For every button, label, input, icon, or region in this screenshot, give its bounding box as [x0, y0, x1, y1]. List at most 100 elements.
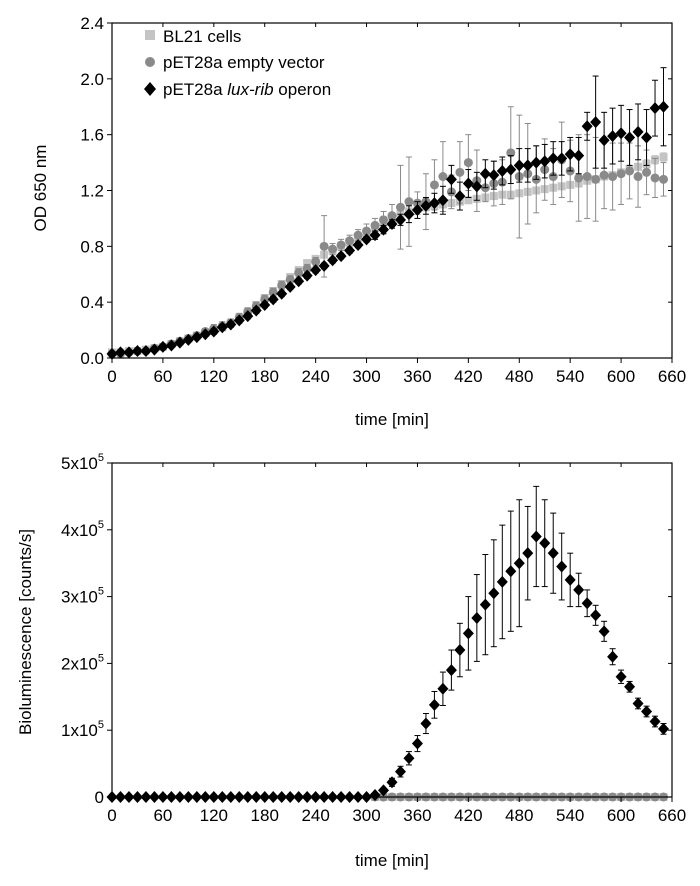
lum-x-ticks: 0 60 120 180 240 300 360 420 480 540 600 660: [107, 463, 686, 825]
x-tick-label: 480: [505, 806, 533, 825]
data-point: [607, 130, 619, 143]
x-tick-label: 240: [301, 367, 329, 386]
data-point: [131, 345, 143, 358]
od-series-bl21-cells: [108, 152, 668, 357]
od-legend: BL21 cells pET28a empty vector pET28a lu…: [144, 27, 331, 99]
legend-bl21-label: BL21 cells: [163, 27, 241, 46]
y-tick-label-base: 5x10: [61, 454, 98, 473]
y-tick-label: 1x105: [61, 719, 104, 740]
y-tick-label-exponent: 5: [98, 586, 104, 598]
data-point: [505, 163, 517, 176]
x-tick-label: 660: [658, 367, 686, 386]
lum-plot-frame: [111, 462, 673, 798]
data-point: [370, 220, 380, 230]
y-tick-label: 3x105: [61, 586, 104, 607]
data-point: [564, 573, 576, 586]
data-point: [590, 116, 602, 129]
data-point: [650, 173, 660, 183]
data-point: [581, 597, 593, 610]
od-y-axis-label: OD 650 nm: [31, 145, 50, 232]
data-point: [199, 328, 211, 341]
y-tick-label: 2x105: [61, 652, 104, 673]
x-tick-label: 180: [251, 806, 279, 825]
data-point: [488, 169, 500, 182]
x-tick-label: 0: [107, 806, 116, 825]
data-point: [455, 167, 465, 177]
data-point: [658, 100, 670, 113]
data-point: [302, 264, 312, 274]
data-point: [293, 275, 305, 288]
x-tick-label: 480: [505, 367, 533, 386]
data-point: [361, 233, 373, 246]
data-point: [496, 164, 508, 177]
data-point: [344, 244, 356, 257]
data-point: [615, 670, 627, 683]
x-tick-label: 540: [556, 806, 584, 825]
data-point: [598, 134, 610, 147]
data-point: [649, 715, 661, 728]
y-tick-label: 0: [95, 788, 104, 807]
data-point: [556, 560, 568, 573]
y-tick-label: 5x105: [61, 452, 104, 473]
x-tick-label: 420: [454, 367, 482, 386]
lum-data-marks: [106, 485, 670, 803]
x-tick-label: 600: [607, 806, 635, 825]
data-point: [352, 238, 364, 251]
od-chart: OD 650 nm time [min] BL21 cells pET28a e…: [31, 14, 686, 429]
y-tick-label-exponent: 5: [98, 452, 104, 464]
data-point: [277, 280, 287, 290]
data-point: [574, 173, 584, 183]
data-point: [641, 705, 653, 718]
x-tick-label: 60: [153, 806, 172, 825]
data-point: [301, 269, 313, 282]
data-point: [285, 275, 295, 285]
legend-bl21-marker: [145, 30, 155, 40]
x-tick-label: 600: [607, 367, 635, 386]
legend-lux-rib-part-3: operon: [274, 80, 332, 99]
data-point: [148, 343, 160, 356]
x-tick-label: 540: [556, 367, 584, 386]
data-point: [267, 293, 279, 306]
data-point: [591, 174, 601, 184]
data-point: [625, 166, 635, 176]
data-point: [310, 264, 322, 277]
data-point: [547, 547, 559, 560]
data-point: [311, 257, 321, 267]
data-point: [386, 218, 398, 230]
data-point: [327, 254, 339, 267]
data-point: [387, 211, 397, 221]
y-tick-label-exponent: 5: [98, 719, 104, 731]
data-point: [378, 223, 390, 236]
data-point: [404, 197, 414, 207]
y-tick-label-exponent: 5: [98, 652, 104, 664]
data-point: [581, 120, 593, 133]
x-tick-label: 660: [658, 806, 686, 825]
data-point: [505, 565, 517, 578]
data-point: [445, 173, 457, 186]
data-point: [573, 583, 585, 596]
y-tick-label: 0.4: [80, 293, 104, 312]
data-point: [522, 547, 534, 560]
data-point: [624, 680, 636, 693]
y-tick-label: 0.8: [80, 237, 104, 256]
data-point: [140, 345, 152, 358]
legend-lux-rib-part-2: lux-rib: [227, 80, 273, 99]
data-point: [615, 127, 627, 140]
data-point: [362, 226, 372, 236]
data-point: [437, 194, 449, 207]
data-point: [506, 148, 516, 158]
data-point: [488, 587, 500, 600]
od-series-pet28a-lux-rib-operon: [106, 67, 670, 360]
data-point: [276, 287, 288, 300]
data-point: [182, 333, 194, 346]
data-point: [216, 321, 228, 334]
data-point: [165, 339, 177, 352]
data-point: [548, 172, 558, 182]
data-point: [658, 722, 670, 735]
data-point: [632, 697, 644, 710]
legend-lux-rib-marker: [144, 82, 156, 96]
lum-series-pet28a-lux-rib-operon: [106, 485, 670, 803]
data-point: [403, 208, 415, 221]
x-tick-label: 120: [200, 367, 228, 386]
data-point: [174, 336, 186, 349]
